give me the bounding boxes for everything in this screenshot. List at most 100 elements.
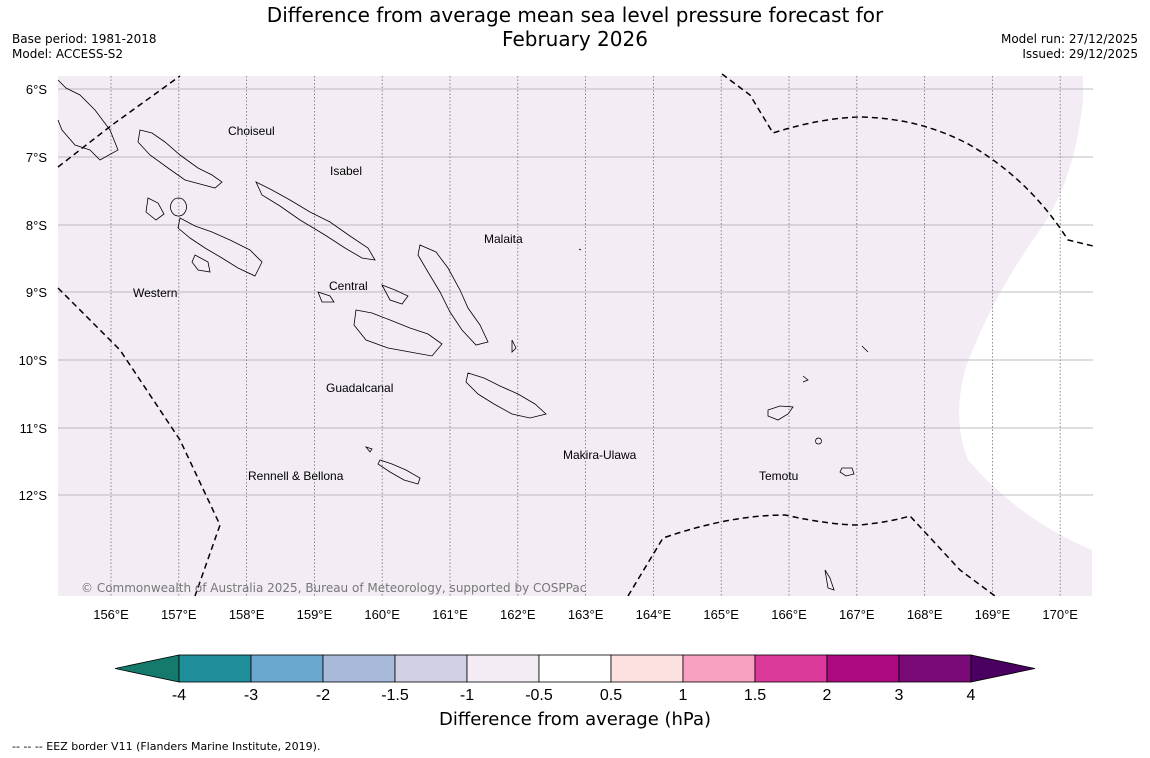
province-label-makira-ulawa: Makira-Ulawa <box>563 448 637 462</box>
tikopia-island <box>824 569 835 591</box>
eez-border-west <box>57 287 221 597</box>
eez-border-northeast <box>721 73 1094 247</box>
model-name: Model: ACCESS-S2 <box>12 47 124 61</box>
colorbar-label: Difference from average (hPa) <box>438 709 712 730</box>
latitude-axis-labels: 6°S 7°S 8°S 9°S 10°S 11°S 12°S <box>19 82 48 503</box>
lon-label: 166°E <box>771 607 807 622</box>
title-line-2: February 2026 <box>502 27 648 51</box>
bellona-island <box>364 446 373 453</box>
lon-label: 163°E <box>568 607 604 622</box>
colorbar-tick: -1 <box>460 687 474 700</box>
province-label-isabel: Isabel <box>330 164 362 178</box>
lon-label: 167°E <box>839 607 875 622</box>
lat-label: 10°S <box>19 353 48 368</box>
province-label-malaita: Malaita <box>484 232 523 246</box>
colorbar-tick: -1.5 <box>381 687 409 700</box>
colorbar-segment <box>178 654 252 683</box>
lon-label: 168°E <box>907 607 943 622</box>
lat-label: 8°S <box>26 218 47 233</box>
vella-lavella-island <box>145 197 165 221</box>
lat-label: 6°S <box>26 82 47 97</box>
colorbar-tick: -4 <box>172 687 186 700</box>
colorbar-tick: -2 <box>316 687 330 700</box>
utupua-island <box>815 437 822 445</box>
ulawa-island <box>511 339 517 353</box>
meta-left: Base period: 1981-2018 Model: ACCESS-S2 <box>12 32 157 62</box>
florida-islands <box>381 284 409 305</box>
lon-label: 165°E <box>703 607 739 622</box>
lon-label: 159°E <box>297 607 333 622</box>
province-label-central: Central <box>329 279 368 293</box>
islands <box>57 79 869 591</box>
lat-label: 7°S <box>26 150 47 165</box>
lon-label: 158°E <box>229 607 265 622</box>
eez-legend-note: -- -- -- EEZ border V11 (Flanders Marine… <box>12 740 321 753</box>
colorbar-segment <box>610 654 684 683</box>
colorbar-extension-max <box>970 654 1036 683</box>
colorbar-tick: -3 <box>244 687 258 700</box>
colorbar-tick: 1.5 <box>744 687 766 700</box>
province-label-guadalcanal: Guadalcanal <box>326 381 393 395</box>
lon-label: 162°E <box>500 607 536 622</box>
kolombangara-island <box>170 197 187 217</box>
lat-label: 9°S <box>26 285 47 300</box>
map-title: Difference from average mean sea level p… <box>230 3 920 51</box>
duff-islands <box>861 345 869 353</box>
colorbar-tick: -0.5 <box>525 687 553 700</box>
choiseul-island <box>137 129 223 189</box>
colorbar-segment <box>682 654 756 683</box>
title-line-1: Difference from average mean sea level p… <box>266 3 884 27</box>
lon-label: 160°E <box>364 607 400 622</box>
russell-islands <box>317 291 335 303</box>
vanikoro-island <box>839 467 855 477</box>
ontong-java-atoll <box>578 248 582 251</box>
province-label-choiseul: Choiseul <box>228 124 275 138</box>
eez-border-south <box>627 514 996 597</box>
colorbar-segment <box>394 654 468 683</box>
colorbar-tick-labels: -4 -3 -2 -1.5 -1 -0.5 0.5 1 1.5 2 3 4 <box>172 687 976 700</box>
malaita-island <box>417 244 489 346</box>
eez-borders <box>57 73 1094 597</box>
lon-label: 164°E <box>636 607 672 622</box>
colorbar-segment <box>826 654 900 683</box>
colorbar <box>114 654 1036 683</box>
model-run: Model run: 27/12/2025 <box>1000 32 1138 46</box>
colorbar-segment <box>250 654 324 683</box>
isabel-island <box>255 181 376 261</box>
rendova-island <box>191 254 211 273</box>
ndeni-island <box>767 405 794 421</box>
latitude-gridlines <box>58 88 1093 496</box>
makira-island <box>465 372 547 419</box>
colorbar-segment <box>538 654 612 683</box>
colorbar-tick: 4 <box>967 687 976 700</box>
rennell-island <box>377 459 421 485</box>
province-label-western: Western <box>133 286 177 300</box>
forecast-map: Choiseul Isabel Malaita Western Central … <box>19 73 1094 700</box>
anomaly-fill-region <box>58 76 1092 596</box>
colorbar-segment <box>898 654 972 683</box>
colorbar-tick: 1 <box>679 687 688 700</box>
lon-label: 161°E <box>432 607 468 622</box>
lon-label: 170°E <box>1042 607 1078 622</box>
province-labels: Choiseul Isabel Malaita Western Central … <box>133 124 798 483</box>
new-georgia-island <box>177 217 263 277</box>
province-label-temotu: Temotu <box>759 469 798 483</box>
lat-label: 12°S <box>19 488 48 503</box>
lat-label: 11°S <box>20 421 48 436</box>
province-label-rennell-bellona: Rennell & Bellona <box>248 469 344 483</box>
colorbar-extension-min <box>114 654 180 683</box>
colorbar-tick: 0.5 <box>600 687 622 700</box>
lon-label: 169°E <box>975 607 1011 622</box>
reef-islands <box>802 375 809 383</box>
colorbar-tick: 2 <box>823 687 832 700</box>
lon-label: 156°E <box>93 607 129 622</box>
colorbar-segment <box>322 654 396 683</box>
longitude-gridlines <box>110 76 1061 596</box>
eez-border-northwest <box>57 75 181 168</box>
lon-label: 157°E <box>161 607 197 622</box>
guadalcanal-island <box>353 309 443 357</box>
base-period: Base period: 1981-2018 <box>12 32 157 46</box>
colorbar-segment <box>754 654 828 683</box>
longitude-axis-labels: 156°E 157°E 158°E 159°E 160°E 161°E 162°E 163°E… <box>93 607 1078 622</box>
bougainville-coast <box>57 79 119 161</box>
